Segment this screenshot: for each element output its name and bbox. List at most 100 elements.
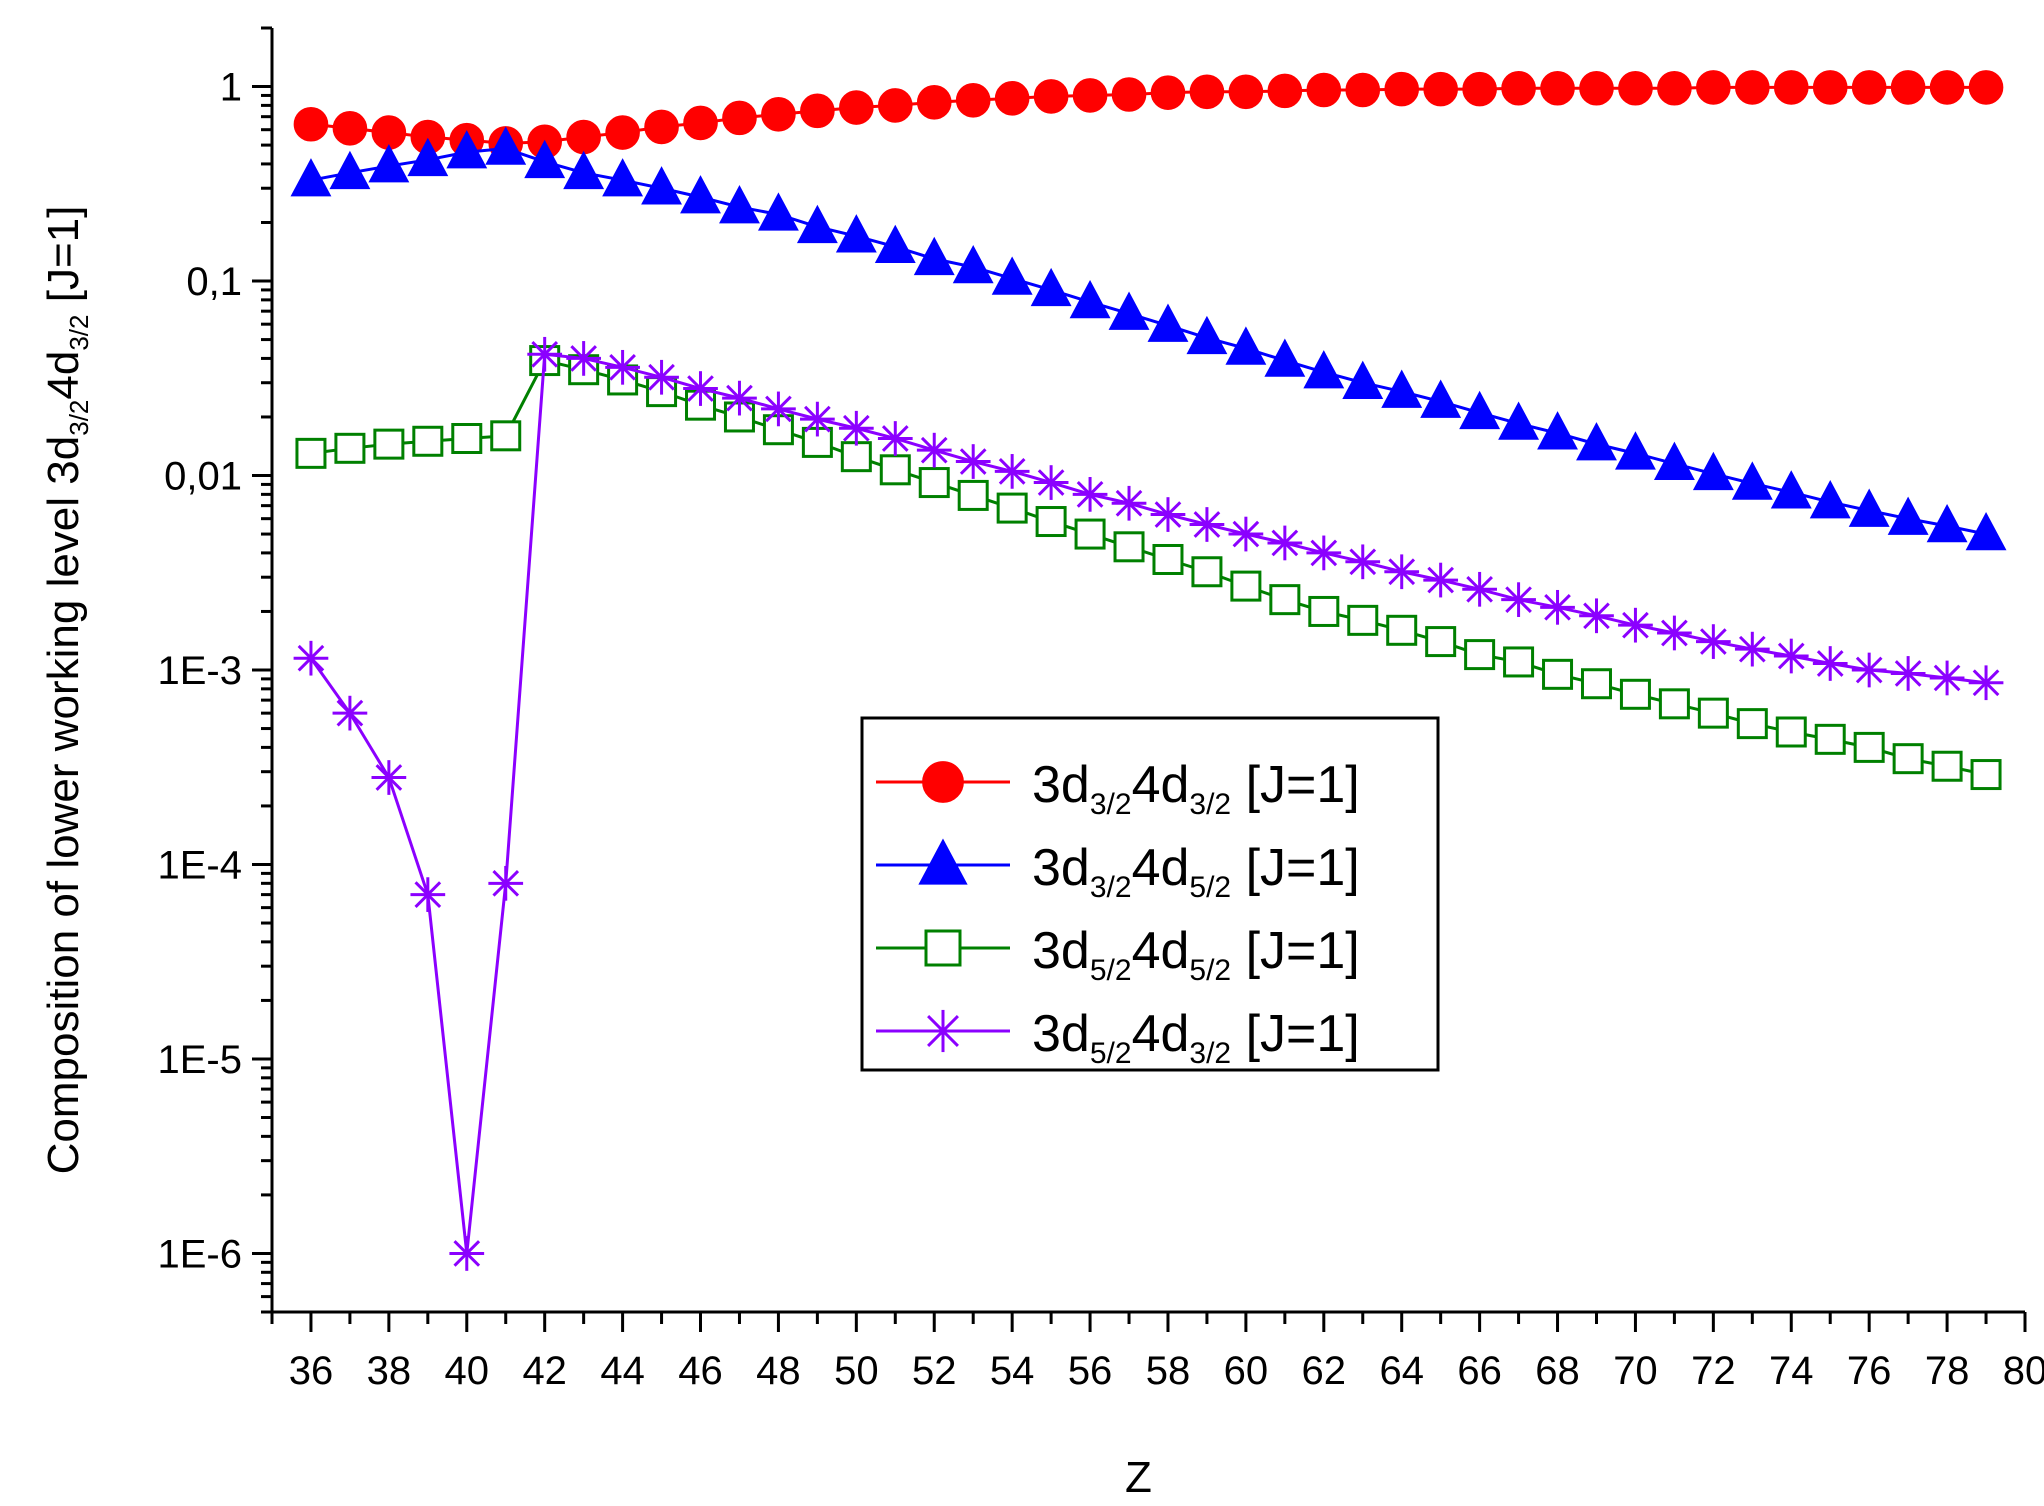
y-axis-title-part: 4d [39, 351, 88, 400]
data-point [490, 420, 522, 452]
x-tick-label: 58 [1146, 1349, 1191, 1393]
data-point [605, 115, 640, 150]
series-2 [290, 126, 2007, 551]
x-tick-label: 50 [834, 1349, 879, 1393]
data-point [334, 432, 366, 464]
data-point [1108, 291, 1150, 330]
legend-marker [922, 761, 964, 803]
data-point [1030, 267, 1072, 307]
data-point [1931, 750, 1963, 782]
data-point [1147, 303, 1189, 342]
data-point [290, 158, 332, 197]
data-point [293, 106, 329, 142]
data-point [451, 422, 483, 454]
legend-label-subscript: 3/2 [1189, 788, 1231, 821]
data-point [371, 760, 407, 795]
data-point [488, 865, 524, 901]
data-point [1579, 70, 1614, 106]
data-point [1814, 723, 1846, 755]
data-point [874, 224, 916, 264]
legend-label-subscript: 3/2 [1189, 1037, 1231, 1070]
data-point [877, 88, 913, 123]
data-point [1347, 604, 1379, 636]
x-tick-label: 76 [1847, 1349, 1892, 1393]
data-point [293, 640, 329, 676]
legend-label-part: 4d [1132, 922, 1190, 980]
data-point [1501, 582, 1536, 618]
data-point [410, 877, 446, 912]
x-tick-label: 42 [522, 1349, 567, 1393]
data-point [563, 150, 605, 190]
x-tick-label: 56 [1068, 1349, 1113, 1393]
data-point [1619, 678, 1651, 710]
data-point [1150, 497, 1186, 532]
y-tick-label: 1E-5 [158, 1038, 243, 1082]
data-point [1113, 531, 1145, 563]
data-point [719, 185, 760, 224]
y-tick-label: 0,1 [186, 260, 242, 304]
data-point [1228, 74, 1264, 110]
data-point [1033, 79, 1069, 114]
x-tick-label: 68 [1535, 1349, 1580, 1393]
data-point [1970, 759, 2002, 791]
x-tick-label: 80 [2003, 1349, 2044, 1393]
data-point [1853, 731, 1885, 763]
data-point [1303, 350, 1345, 389]
data-point [1734, 631, 1770, 667]
data-point [1890, 656, 1926, 691]
y-axis-title-part: [J=1] [39, 206, 88, 315]
series-1-line [310, 85, 1987, 145]
legend-label-part: 4d [1132, 1005, 1190, 1063]
data-point [1695, 624, 1731, 659]
data-point [449, 1236, 485, 1271]
data-point [602, 158, 644, 197]
data-point [1540, 589, 1575, 625]
data-point [1736, 708, 1768, 740]
data-point [485, 126, 527, 165]
data-point [1851, 652, 1887, 688]
data-point [916, 432, 952, 468]
data-point [1503, 646, 1535, 678]
data-point [1072, 78, 1108, 113]
legend-label-subscript: 3/2 [1090, 871, 1132, 904]
data-point [683, 371, 718, 406]
data-point [1033, 465, 1069, 500]
series-3 [295, 345, 2002, 791]
x-tick-label: 44 [600, 1349, 645, 1393]
data-point [1892, 743, 1924, 775]
data-point [1423, 71, 1458, 107]
data-point [918, 467, 950, 499]
data-point [644, 359, 679, 395]
data-point [1501, 70, 1536, 106]
legend-label-part: [J=1] [1231, 1005, 1360, 1063]
data-point [840, 441, 872, 473]
data-point [1618, 70, 1653, 106]
legend: 3d3/24d3/2 [J=1]3d3/24d5/2 [J=1]3d5/24d5… [860, 716, 1440, 1072]
data-point [800, 93, 835, 129]
data-point [680, 175, 721, 214]
data-point [1150, 75, 1186, 110]
legend-label-part: 3d [1032, 756, 1090, 814]
data-point [877, 421, 913, 456]
data-point [605, 349, 640, 385]
data-point [1773, 638, 1809, 674]
data-point [1653, 441, 1695, 480]
data-point [994, 81, 1030, 116]
data-point [1035, 506, 1067, 538]
x-tick-label: 38 [367, 1349, 412, 1393]
legend-label-part: 3d [1032, 839, 1090, 897]
data-point [1929, 70, 1965, 105]
x-tick-label: 72 [1691, 1349, 1736, 1393]
data-point [1111, 485, 1147, 521]
data-point [1072, 477, 1108, 512]
x-tick-label: 74 [1769, 1349, 1814, 1393]
data-point [1576, 422, 1617, 461]
data-point [1230, 570, 1262, 602]
data-point [955, 82, 991, 118]
data-point [1929, 660, 1965, 696]
data-point [332, 695, 368, 731]
data-point [527, 336, 563, 372]
legend-label-part: 3d [1032, 1005, 1090, 1063]
y-tick-label: 1E-6 [158, 1232, 243, 1276]
data-point [524, 139, 566, 179]
